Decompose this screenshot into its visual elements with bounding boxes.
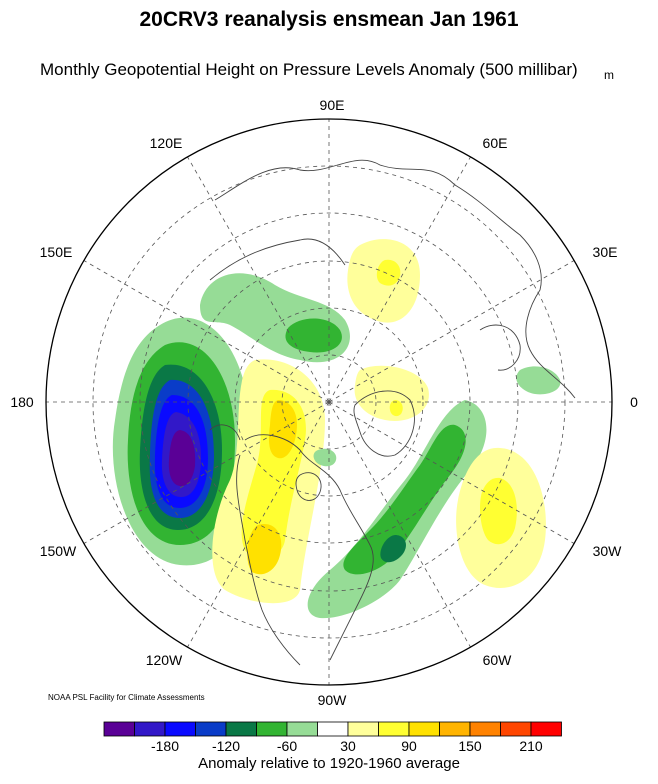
colorbar-tick: 210 [519, 738, 543, 754]
colorbar-tick: -180 [151, 738, 179, 754]
colorbar-title: Anomaly relative to 1920-1960 average [198, 755, 460, 772]
colorbar-swatch [103, 721, 135, 737]
lat-circle-70 [234, 307, 424, 497]
colorbar-swatch [500, 721, 532, 737]
lon-label-120e: 120E [150, 135, 183, 151]
colorbar-swatch [378, 721, 410, 737]
lon-label-150e: 150E [40, 244, 73, 260]
coast-siberia [209, 238, 346, 281]
meridians [46, 119, 612, 685]
coast-eurasia [214, 159, 576, 399]
europe-green-blob [516, 366, 561, 395]
colorbar-tick: 30 [340, 738, 356, 754]
anomaly-field [112, 239, 561, 619]
colorbar-swatch [286, 721, 318, 737]
colorbar-swatch [256, 721, 288, 737]
colorbar-tick: -60 [277, 738, 297, 754]
lon-label-90e: 90E [320, 97, 345, 113]
coast-europe [479, 324, 521, 371]
atlantic-low-core [380, 535, 406, 563]
map-subtitle: Monthly Geopotential Height on Pressure … [40, 60, 578, 79]
meridian-60w [328, 401, 471, 648]
pacific-low-core [168, 430, 196, 487]
coast-west-na [236, 454, 301, 666]
colorbar-tick: 150 [458, 738, 482, 754]
lon-label-60w: 60W [483, 652, 513, 668]
lat-circle-50 [139, 212, 519, 592]
arctic-high-core [389, 400, 403, 417]
baffin-green-blob [313, 448, 337, 467]
lat-circle-60 [187, 260, 471, 544]
lon-label-0: 0 [630, 394, 638, 410]
lat-circle-80 [281, 354, 377, 450]
meridian-120w [187, 401, 330, 648]
lon-label-90w: 90W [318, 692, 348, 708]
coast-hudson-bay [295, 472, 322, 501]
lon-label-120w: 120W [146, 652, 183, 668]
colorbar [103, 721, 562, 737]
europe-high-core [376, 259, 401, 286]
arctic-high-outer [354, 365, 429, 421]
unit-label: m [604, 68, 614, 82]
lon-label-180: 180 [10, 394, 34, 410]
colorbar-tick: -120 [212, 738, 240, 754]
na-high-2 [268, 400, 298, 459]
meridian-30e [328, 260, 575, 403]
meridian-120e [187, 156, 330, 403]
colorbar-swatch [347, 721, 379, 737]
colorbar-tick-labels: -180 -120 -60 30 90 150 210 [151, 738, 543, 754]
colorbar-swatch [530, 721, 562, 737]
colorbar-swatch [134, 721, 166, 737]
colorbar-swatch [195, 721, 227, 737]
credit-text: NOAA PSL Facility for Climate Assessment… [48, 693, 205, 702]
atlantic-low-1 [343, 424, 466, 575]
meridian-60e [328, 156, 471, 403]
coast-alaska [209, 424, 241, 441]
na-high-3 [247, 524, 282, 575]
atlantic-high-core [480, 477, 517, 545]
colorbar-tick: 90 [401, 738, 417, 754]
colorbar-swatch [439, 721, 471, 737]
map-title: 20CRV3 reanalysis ensmean Jan 1961 [139, 8, 519, 31]
colorbar-swatch [164, 721, 196, 737]
lon-label-60e: 60E [483, 135, 508, 151]
colorbar-swatch [408, 721, 440, 737]
colorbar-swatch [469, 721, 501, 737]
colorbar-swatch [317, 721, 349, 737]
colorbar-swatch [225, 721, 257, 737]
lon-label-30e: 30E [593, 244, 618, 260]
coastlines [209, 159, 576, 666]
coast-north-america [244, 434, 374, 661]
meridian-150e [83, 260, 330, 403]
meridian-150w [83, 401, 330, 544]
coast-greenland [353, 390, 415, 457]
lon-label-150w: 150W [40, 543, 77, 559]
arctic-green-core [285, 318, 342, 353]
lon-label-30w: 30W [593, 543, 623, 559]
meridian-30w [328, 401, 575, 544]
map-border [45, 118, 613, 686]
